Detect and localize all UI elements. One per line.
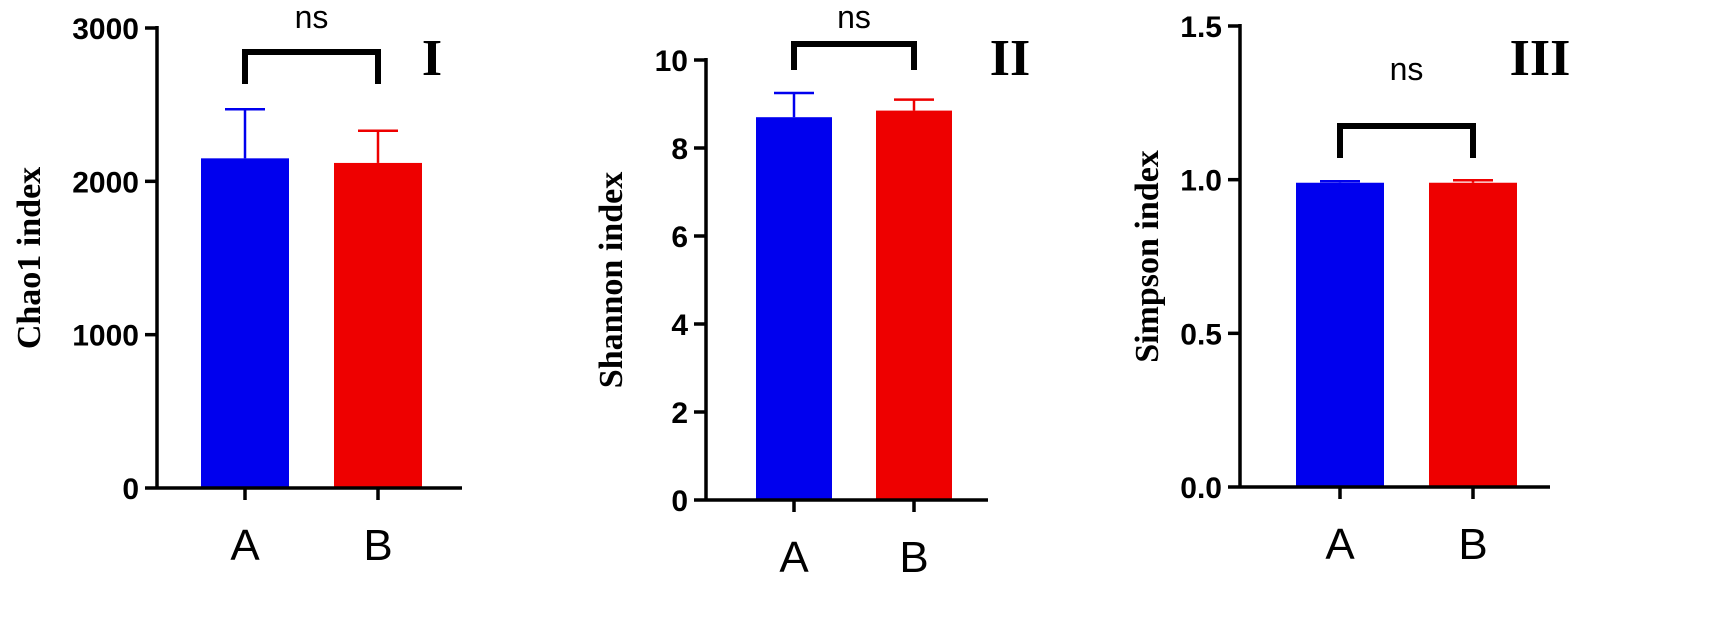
y-tick-label: 1000 [72,320,139,353]
y-tick-label: 10 [655,45,688,78]
y-tick-label: 3000 [72,13,139,46]
x-tick-label: B [363,521,392,570]
y-tick-label: 2 [671,397,688,430]
significance-label: ns [295,0,329,35]
bar-b [876,110,952,500]
significance-bracket [1337,123,1476,158]
bar-b [334,162,422,488]
y-tick-label: 0 [671,485,688,518]
y-tick-label: 0.5 [1180,318,1222,351]
y-tick-label: 1.5 [1180,11,1222,44]
y-axis-title: Simpson index [1129,150,1166,363]
significance-bracket [791,41,917,70]
bar-a [756,117,832,500]
y-tick-label: 8 [671,133,688,166]
bar-b [1429,182,1517,488]
panel-label: III [1510,30,1571,87]
y-tick-label: 0 [122,473,139,506]
panel-label: II [990,30,1030,87]
bar-a [1296,182,1384,488]
chart-panel-3: 0.0 0.5 1.0 1.5 A B Simpson index III ns [1129,11,1570,569]
x-tick-label: B [899,533,928,582]
significance-label: ns [837,0,871,35]
significance-label: ns [1390,51,1424,87]
chart-panel-2: 0 2 4 6 8 10 A B Shannon index II ns [593,0,1030,582]
panel-label: I [422,30,442,87]
chart-panel-1: 0 1000 2000 3000 A B Chao1 index Ins [11,0,462,570]
y-axis-title: Shannon index [593,172,630,388]
y-tick-label: 6 [671,221,688,254]
y-tick-label: 2000 [72,166,139,199]
y-axis-title: Chao1 index [11,167,48,349]
y-tick-label: 0.0 [1180,472,1222,505]
x-tick-label: A [230,521,260,570]
y-tick-label: 4 [671,309,688,342]
significance-bracket [242,49,381,84]
x-tick-label: B [1458,520,1487,569]
x-tick-label: A [779,533,809,582]
bar-a [201,158,289,489]
y-tick-label: 1.0 [1180,165,1222,198]
x-tick-label: A [1325,520,1355,569]
